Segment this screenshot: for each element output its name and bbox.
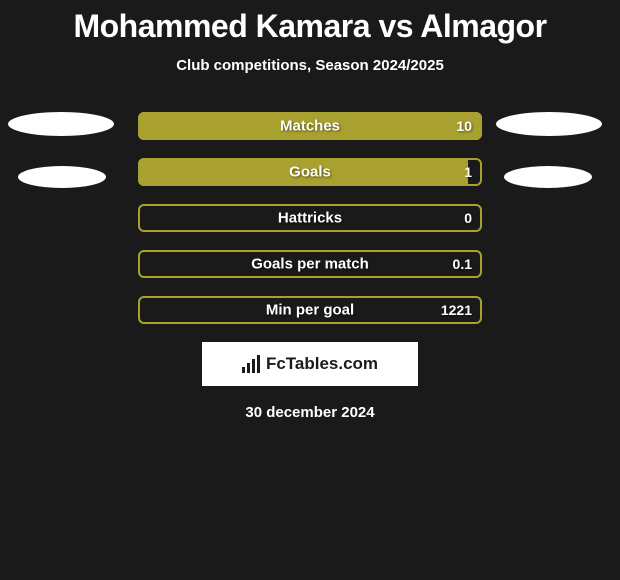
stats-area: Matches 10 Goals 1 Hattricks 0 Goals per… [0,112,620,421]
subtitle: Club competitions, Season 2024/2025 [0,57,620,74]
bar-label: Min per goal [266,302,354,319]
bar-label: Goals per match [251,256,369,273]
stat-bar-matches: Matches 10 [138,112,482,140]
stat-bar-goals: Goals 1 [138,158,482,186]
ellipse-marker [18,166,106,188]
left-player-markers [8,112,114,218]
bar-chart-icon [242,355,260,373]
date-label: 30 december 2024 [0,404,620,421]
bar-value: 0.1 [453,256,472,272]
stat-bar-goals-per-match: Goals per match 0.1 [138,250,482,278]
comparison-card: Mohammed Kamara vs Almagor Club competit… [0,0,620,421]
bar-value: 1221 [441,302,472,318]
ellipse-marker [504,166,592,188]
bar-label: Matches [280,118,340,135]
bar-value: 1 [464,164,472,180]
bar-label: Goals [289,164,331,181]
stat-bars: Matches 10 Goals 1 Hattricks 0 Goals per… [138,112,482,324]
page-title: Mohammed Kamara vs Almagor [0,8,620,45]
right-player-markers [496,112,602,218]
bar-value: 10 [456,118,472,134]
logo-text: FcTables.com [266,354,378,374]
stat-bar-hattricks: Hattricks 0 [138,204,482,232]
bar-value: 0 [464,210,472,226]
bar-label: Hattricks [278,210,342,227]
ellipse-marker [496,112,602,136]
stat-bar-min-per-goal: Min per goal 1221 [138,296,482,324]
ellipse-marker [8,112,114,136]
source-logo[interactable]: FcTables.com [202,342,418,386]
